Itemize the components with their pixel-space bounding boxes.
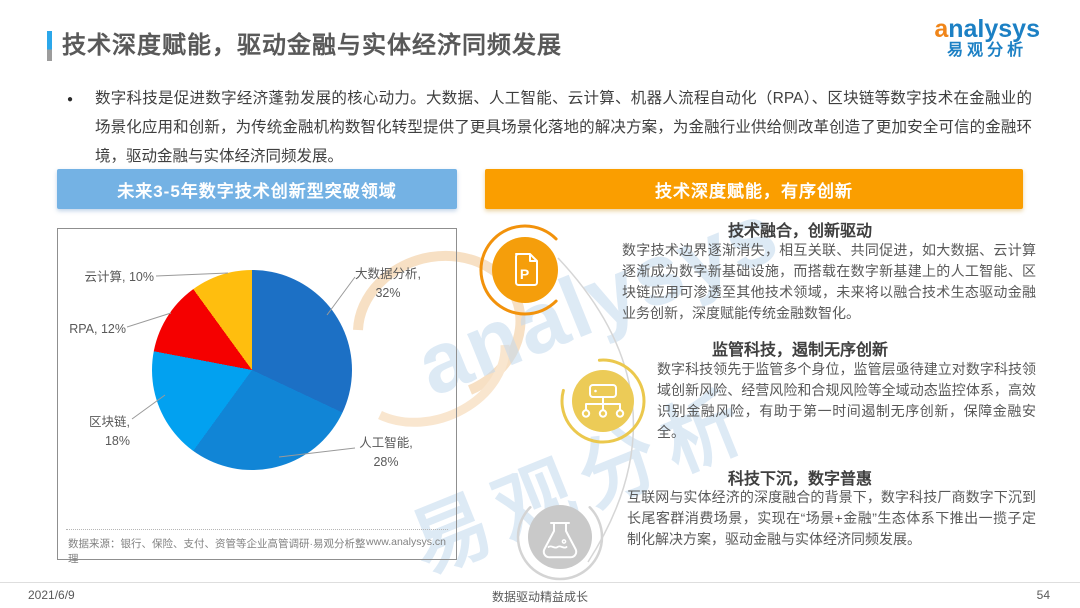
pie-label-rpa: RPA, 12% — [69, 322, 126, 336]
footer-slogan: 数据驱动精益成长 — [491, 590, 588, 604]
pie-chart — [152, 270, 352, 470]
left-panel-header: 未来3-5年数字技术创新型突破领域 — [57, 169, 457, 209]
data-source-text: 数据来源：银行、保险、支付、资管等企业高管调研·易观分析整理 — [68, 538, 366, 565]
pie-label-ai: 人工智能, 28% — [359, 436, 413, 469]
title-accent-bar — [47, 31, 52, 61]
pie-label-blockchain: 区块链, 18% — [89, 415, 130, 448]
document-p-icon: P — [479, 224, 558, 316]
footer-date: 2021/6/9 — [28, 588, 75, 602]
source-divider — [66, 529, 448, 530]
section-body-fusion: 数字技术边界逐渐消失，相互关联、共同促进，如大数据、云计算逐渐成为数字新基础设施… — [622, 242, 1036, 321]
section-body-regtech: 数字科技领先于监管多个身位，监管层亟待建立对数字科技领域创新风险、经营风险和合规… — [657, 361, 1036, 440]
pie-chart-panel: 云计算, 10% RPA, 12% 区块链, 18% 大数据分析, 32% 人工智… — [57, 228, 457, 565]
footer-page-number: 54 — [1036, 588, 1050, 602]
intro-paragraph: 数字科技是促进数字经济蓬勃发展的核心动力。大数据、人工智能、云计算、机器人流程自… — [67, 84, 1032, 171]
brand-logo-cn-text: 易观分析 — [947, 42, 1028, 60]
section-title-inclusion: 科技下沉，数字普惠 — [727, 471, 872, 488]
pie-leader-lines — [126, 272, 356, 458]
section-title-regtech: 监管科技，遏制无序创新 — [711, 342, 888, 359]
website-text: www.analysys.cn — [366, 536, 446, 548]
brand-logo: analysys 易观分析 — [934, 16, 1040, 60]
section-title-fusion: 技术融合，创新驱动 — [727, 223, 872, 240]
pie-label-bigdata: 大数据分析, 32% — [355, 267, 421, 300]
section-body-inclusion: 互联网与实体经济的深度融合的背景下，数字科技厂商数字下沉到长尾客群消费场景，实现… — [627, 489, 1036, 547]
flowchart-icon — [560, 358, 646, 444]
footer-divider — [0, 582, 1080, 583]
right-panel-header: 技术深度赋能，有序创新 — [485, 169, 1023, 209]
brand-logo-text: analysys — [934, 15, 1040, 43]
pie-label-cloud: 云计算, 10% — [84, 270, 154, 284]
flask-icon — [516, 505, 604, 581]
page-title: 技术深度赋能，驱动金融与实体经济同频发展 — [62, 32, 562, 59]
svg-text:P: P — [520, 266, 529, 282]
source-row: 数据来源：银行、保险、支付、资管等企业高管调研·易观分析整理 www.analy… — [68, 536, 446, 566]
